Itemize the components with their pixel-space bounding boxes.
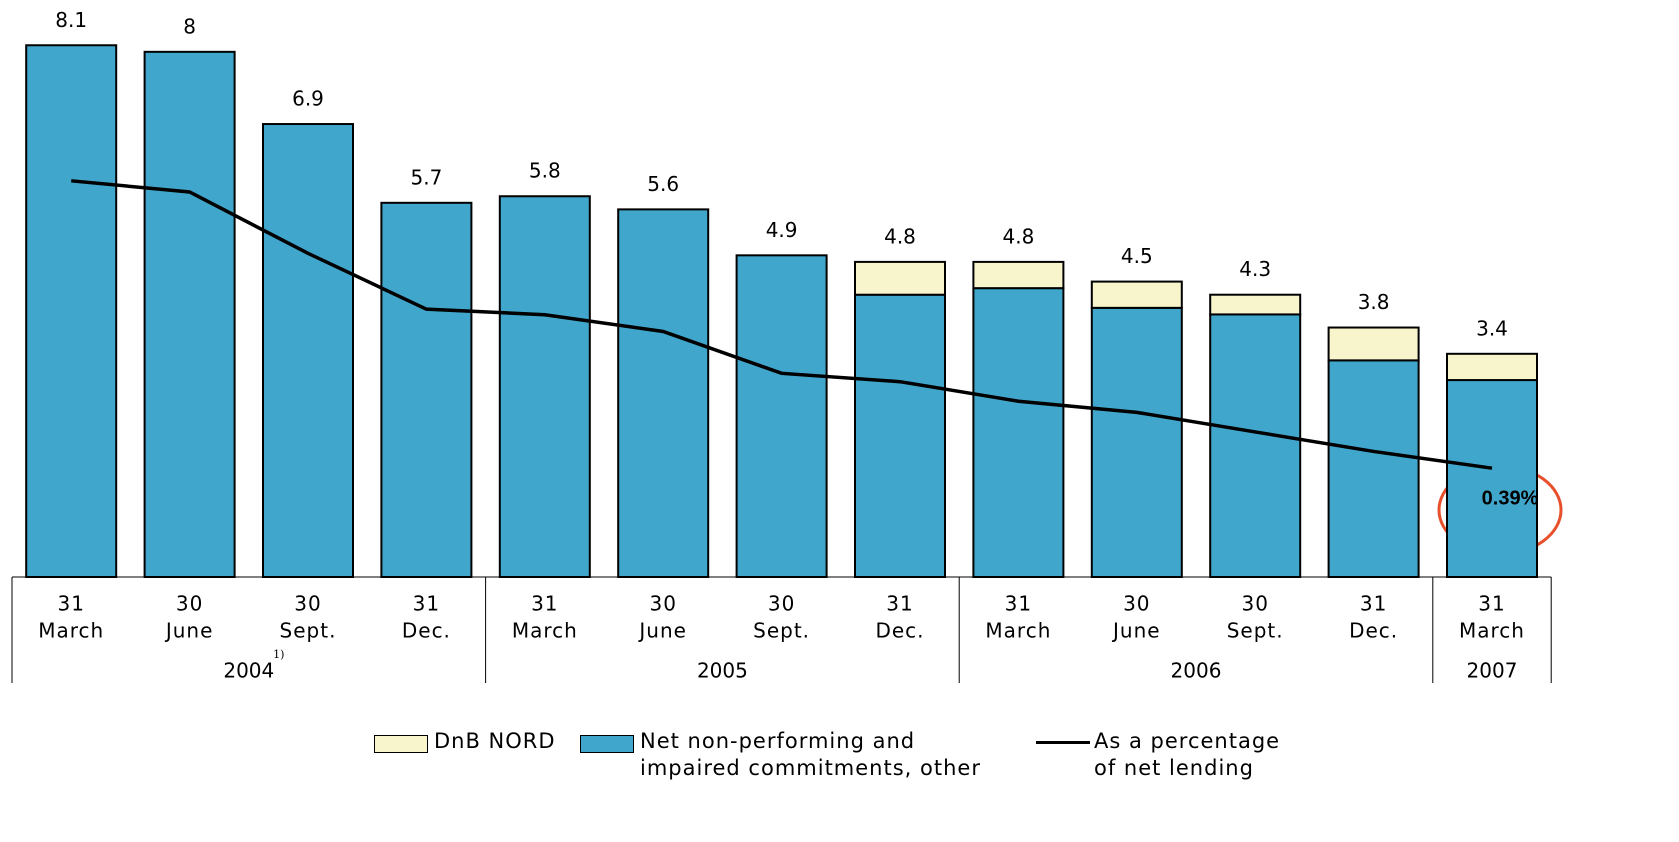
x-tick-label: 31 <box>1478 592 1505 616</box>
total-label: 4.9 <box>766 218 798 242</box>
x-tick-label: March <box>38 619 104 643</box>
bar-segment <box>972 287 1065 578</box>
bar-segment <box>854 260 946 296</box>
x-tick-label: 30 <box>294 592 321 616</box>
x-tick-label: June <box>637 619 687 643</box>
bar-segment <box>262 123 354 578</box>
total-label: 4.8 <box>1002 224 1034 248</box>
legend-label: As a percentage of net lending <box>1094 729 1281 780</box>
total-label: 6.9 <box>292 87 324 111</box>
legend-swatch <box>374 735 428 753</box>
legend-line <box>1036 741 1090 744</box>
group-label: 2006 <box>1171 659 1222 683</box>
x-tick-label: 31 <box>413 592 440 616</box>
bar-segment <box>1446 352 1538 382</box>
x-tick-label: June <box>1111 619 1161 643</box>
x-tick-label: 30 <box>768 592 795 616</box>
bar-segment <box>498 195 591 578</box>
x-tick-label: March <box>985 619 1051 643</box>
legend-label: Net non-performing and impaired commitme… <box>640 729 981 780</box>
bar-segment <box>1327 326 1420 362</box>
x-tick-label: Sept. <box>280 619 337 643</box>
x-tick-label: Sept. <box>1227 619 1284 643</box>
bar-segment <box>1209 293 1302 316</box>
total-label: 5.7 <box>410 165 442 189</box>
x-tick-label: 31 <box>886 592 913 616</box>
bar-segment <box>1446 379 1538 579</box>
bar-segment <box>1327 359 1420 579</box>
x-tick-label: Sept. <box>753 619 810 643</box>
x-tick-label: March <box>1459 619 1525 643</box>
group-label: 2005 <box>697 659 748 683</box>
line-series <box>71 179 1493 470</box>
total-label: 5.6 <box>647 172 679 196</box>
x-tick-label: June <box>164 619 214 643</box>
line-value-label: 0.39% <box>1482 487 1539 509</box>
bar-segment <box>380 201 473 578</box>
x-tick-label: 31 <box>1360 592 1387 616</box>
total-label: 4.3 <box>1239 257 1271 281</box>
x-tick-label: 30 <box>1123 592 1150 616</box>
x-tick-label: Dec. <box>875 619 924 643</box>
legend-label: DnB NORD <box>434 729 556 753</box>
x-tick-label: 30 <box>1241 592 1268 616</box>
total-label: 8.1 <box>55 8 87 32</box>
bar-segment <box>1090 280 1183 309</box>
group-label: 2004 <box>223 659 274 683</box>
bar-segment <box>1209 313 1302 578</box>
bar-segment <box>25 44 118 578</box>
bar-segment <box>143 50 236 578</box>
x-tick-label: March <box>512 619 578 643</box>
x-tick-label: 31 <box>531 592 558 616</box>
legend-swatch <box>580 735 634 753</box>
x-tick-label: Dec. <box>1349 619 1398 643</box>
x-tick-label: 30 <box>176 592 203 616</box>
x-tick-label: 30 <box>649 592 676 616</box>
x-tick-label: Dec. <box>402 619 451 643</box>
total-label: 3.4 <box>1476 316 1508 340</box>
bar-segment <box>1090 306 1183 578</box>
total-label: 5.8 <box>529 159 561 183</box>
bar-segment <box>617 208 710 578</box>
bar-segment <box>972 260 1065 290</box>
bar-segment <box>735 254 828 578</box>
footnote-mark: 1) <box>273 648 284 661</box>
group-label: 2007 <box>1467 659 1518 683</box>
total-label: 8 <box>183 14 196 38</box>
x-tick-label: 31 <box>1005 592 1032 616</box>
x-tick-label: 31 <box>57 592 84 616</box>
total-label: 3.8 <box>1358 290 1390 314</box>
bar-segment <box>854 293 946 578</box>
total-label: 4.8 <box>884 224 916 248</box>
total-label: 4.5 <box>1121 244 1153 268</box>
